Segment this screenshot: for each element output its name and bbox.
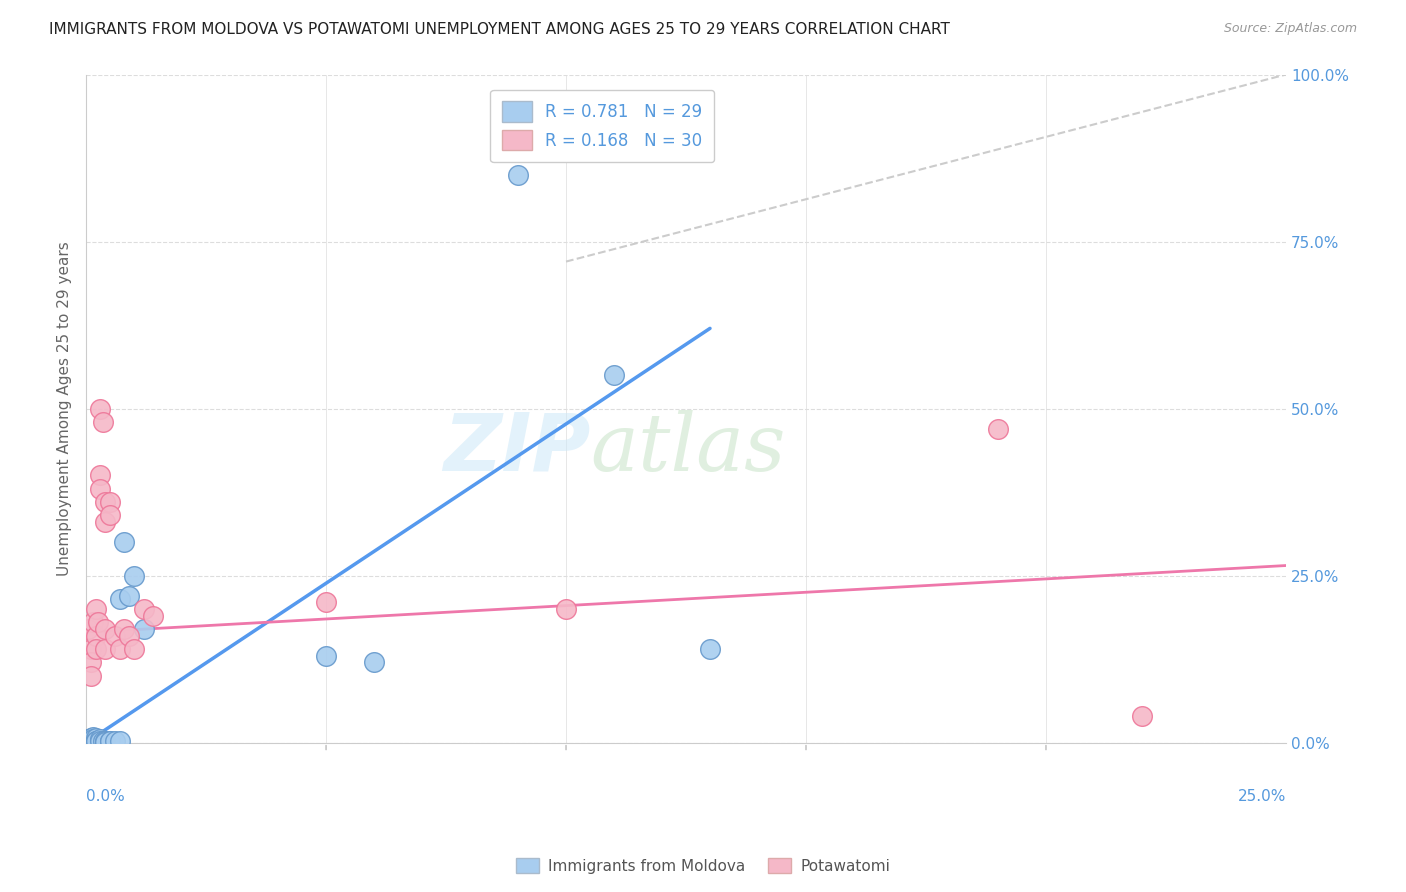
Point — [104, 629, 127, 643]
Point — [77, 733, 100, 747]
Point — [114, 535, 136, 549]
Point — [77, 622, 100, 636]
Point — [91, 734, 114, 748]
Point — [80, 731, 103, 745]
Point — [118, 629, 141, 643]
Point — [118, 589, 141, 603]
Point — [142, 608, 165, 623]
Point — [80, 669, 103, 683]
Point — [89, 482, 111, 496]
Text: atlas: atlas — [591, 409, 786, 487]
Point — [84, 642, 107, 657]
Point — [987, 421, 1010, 435]
Y-axis label: Unemployment Among Ages 25 to 29 years: Unemployment Among Ages 25 to 29 years — [58, 241, 72, 576]
Text: Source: ZipAtlas.com: Source: ZipAtlas.com — [1223, 22, 1357, 36]
Point — [94, 642, 117, 657]
Point — [122, 568, 145, 582]
Point — [506, 168, 529, 182]
Point — [89, 468, 111, 483]
Point — [84, 629, 107, 643]
Point — [91, 415, 114, 429]
Point — [84, 733, 107, 747]
Point — [82, 732, 104, 747]
Point — [315, 648, 337, 663]
Point — [84, 731, 107, 745]
Point — [84, 602, 107, 616]
Point — [80, 732, 103, 747]
Point — [699, 642, 721, 657]
Point — [1130, 709, 1153, 723]
Point — [98, 495, 121, 509]
Text: ZIP: ZIP — [443, 409, 591, 488]
Point — [122, 642, 145, 657]
Point — [82, 615, 104, 630]
Text: IMMIGRANTS FROM MOLDOVA VS POTAWATOMI UNEMPLOYMENT AMONG AGES 25 TO 29 YEARS COR: IMMIGRANTS FROM MOLDOVA VS POTAWATOMI UN… — [49, 22, 950, 37]
Point — [315, 595, 337, 609]
Point — [84, 734, 107, 748]
Point — [77, 732, 100, 747]
Text: 25.0%: 25.0% — [1237, 789, 1286, 805]
Point — [132, 622, 155, 636]
Point — [94, 495, 117, 509]
Point — [80, 734, 103, 748]
Point — [94, 733, 117, 747]
Point — [94, 515, 117, 529]
Point — [98, 734, 121, 748]
Point — [108, 591, 131, 606]
Point — [98, 508, 121, 523]
Point — [114, 622, 136, 636]
Point — [555, 602, 578, 616]
Point — [87, 615, 110, 630]
Text: 0.0%: 0.0% — [86, 789, 125, 805]
Legend: R = 0.781   N = 29, R = 0.168   N = 30: R = 0.781 N = 29, R = 0.168 N = 30 — [491, 89, 714, 161]
Point — [603, 368, 626, 383]
Legend: Immigrants from Moldova, Potawatomi: Immigrants from Moldova, Potawatomi — [510, 852, 896, 880]
Point — [94, 622, 117, 636]
Point — [108, 734, 131, 748]
Point — [80, 656, 103, 670]
Point — [104, 733, 127, 747]
Point — [89, 733, 111, 747]
Point — [89, 732, 111, 747]
Point — [108, 642, 131, 657]
Point — [94, 735, 117, 749]
Point — [82, 730, 104, 744]
Point — [89, 401, 111, 416]
Point — [132, 602, 155, 616]
Point — [80, 642, 103, 657]
Point — [363, 656, 385, 670]
Point — [98, 733, 121, 747]
